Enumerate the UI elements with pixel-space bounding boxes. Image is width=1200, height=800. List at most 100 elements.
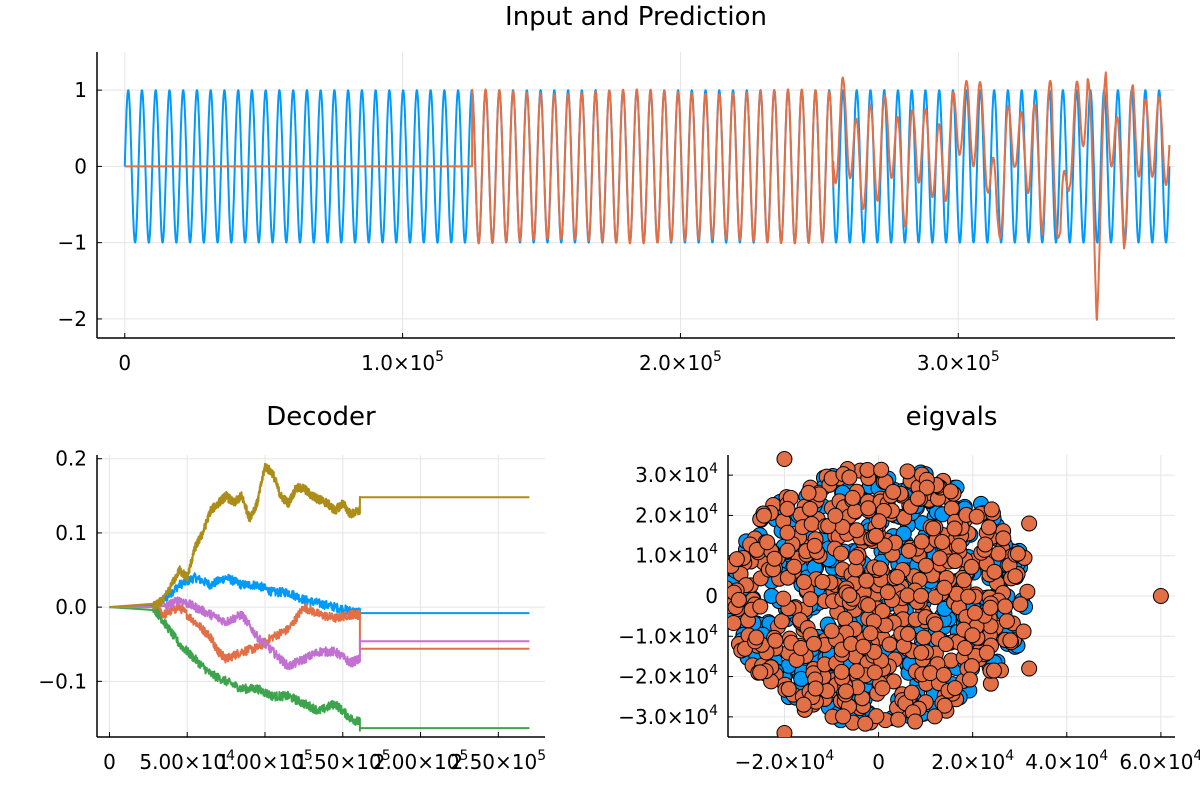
x-tick-label: 0 bbox=[118, 351, 131, 375]
scatter-point bbox=[986, 563, 1003, 580]
scatter-point bbox=[935, 666, 952, 683]
eigvals-panel: eigvals −2.0×104 0 2.0×104 4.0×104 6.0×104 3.0… bbox=[618, 402, 1200, 774]
y-tick-label: 1.0×104 bbox=[635, 542, 718, 568]
scatter-point bbox=[980, 519, 997, 536]
scatter-point bbox=[841, 469, 858, 486]
x-tick-label: 0 bbox=[103, 750, 116, 774]
scatter-point bbox=[918, 479, 935, 496]
plot-area bbox=[109, 462, 530, 732]
scatter-point bbox=[795, 574, 812, 591]
tick-exponent: 4 bbox=[709, 663, 718, 679]
scatter-point bbox=[890, 711, 907, 728]
scatter-point bbox=[874, 603, 891, 620]
scatter-point bbox=[1019, 583, 1036, 600]
scatter-point bbox=[855, 638, 872, 655]
tick-exponent: 4 bbox=[709, 501, 718, 517]
x-tick-label: 3.0×105 bbox=[917, 349, 1000, 375]
scatter-point bbox=[1152, 588, 1169, 604]
scatter-point bbox=[823, 622, 840, 639]
scatter-point bbox=[931, 550, 948, 567]
x-tick-label: 4.0×104 bbox=[1025, 748, 1108, 774]
x-tick-label: 2.50×105 bbox=[450, 748, 546, 774]
scatter-point bbox=[860, 500, 877, 517]
tick-exponent: 4 bbox=[709, 461, 718, 477]
x-tick-label: 6.0×104 bbox=[1119, 748, 1200, 774]
scatter-point bbox=[752, 598, 769, 615]
x-tick-label: 1.50×105 bbox=[295, 748, 391, 774]
tick-exponent: 4 bbox=[226, 748, 235, 764]
tick-exponent: 5 bbox=[459, 748, 468, 764]
scatter-point bbox=[786, 558, 803, 575]
scatter-point bbox=[867, 527, 884, 544]
scatter-point bbox=[1021, 660, 1038, 677]
x-tick-label: 5.00×104 bbox=[139, 748, 235, 774]
tick-exponent: 5 bbox=[991, 349, 1000, 365]
scatter-point bbox=[997, 598, 1014, 615]
scatter-point bbox=[848, 522, 865, 539]
y-tick-label: −1 bbox=[58, 231, 87, 255]
scatter-point bbox=[913, 644, 930, 661]
scatter-point bbox=[807, 680, 824, 697]
scatter-point bbox=[866, 664, 883, 681]
y-tick-label: 3.0×104 bbox=[635, 461, 718, 487]
scatter-point bbox=[730, 591, 747, 608]
scatter-point bbox=[857, 715, 874, 732]
scatter-point bbox=[1009, 545, 1026, 562]
scatter-point bbox=[841, 587, 858, 604]
scatter-point bbox=[814, 573, 831, 590]
x-tick-label: 2.0×105 bbox=[639, 349, 722, 375]
tick-exponent: 4 bbox=[1099, 748, 1108, 764]
scatter-point bbox=[879, 584, 896, 601]
scatter-point bbox=[833, 545, 850, 562]
series-line-2 bbox=[109, 604, 530, 732]
y-tick-label: 0.2 bbox=[55, 447, 87, 471]
scatter-point bbox=[978, 644, 995, 661]
scatter-point bbox=[899, 463, 916, 480]
scatter-point bbox=[961, 671, 978, 688]
scatter-point bbox=[918, 557, 935, 574]
scatter-point bbox=[860, 597, 877, 614]
scatter-point bbox=[899, 587, 916, 604]
plot-area bbox=[728, 451, 1169, 737]
y-tick-label: −3.0×104 bbox=[618, 703, 718, 729]
y-tick-label: −2.0×104 bbox=[618, 663, 718, 689]
chart-title: Decoder bbox=[266, 402, 376, 432]
scatter-point bbox=[728, 551, 745, 568]
scatter-point bbox=[936, 579, 953, 596]
y-tick-label: −1.0×104 bbox=[618, 622, 718, 648]
scatter-point bbox=[1015, 623, 1032, 640]
scatter-point bbox=[968, 508, 985, 525]
x-tick-label: 0 bbox=[872, 750, 885, 774]
chart-title: Input and Prediction bbox=[505, 2, 767, 32]
scatter-point bbox=[881, 636, 898, 653]
series-line-1 bbox=[109, 602, 530, 664]
scatter-point bbox=[934, 534, 951, 551]
scatter-point bbox=[963, 558, 980, 575]
y-tick-label: −2 bbox=[58, 307, 87, 331]
scatter-point bbox=[728, 614, 742, 631]
scatter-point bbox=[803, 516, 820, 533]
scatter-point bbox=[913, 533, 930, 550]
scatter-point bbox=[848, 663, 865, 680]
x-tick-label: 1.0×105 bbox=[361, 349, 444, 375]
scatter-point bbox=[871, 560, 888, 577]
scatter-point bbox=[995, 530, 1012, 547]
y-tick-label: 1 bbox=[74, 78, 87, 102]
x-tick-label: −2.0×104 bbox=[735, 748, 835, 774]
tick-exponent: 5 bbox=[304, 748, 313, 764]
tick-exponent: 4 bbox=[1005, 748, 1014, 764]
x-tick-label: 1.00×105 bbox=[217, 748, 313, 774]
scatter-point bbox=[990, 545, 1007, 562]
y-tick-label: 0.1 bbox=[55, 521, 87, 545]
scatter-point bbox=[947, 553, 964, 570]
scatter-point bbox=[998, 613, 1015, 630]
scatter-point bbox=[983, 501, 1000, 518]
scatter-point bbox=[903, 684, 920, 701]
scatter-point bbox=[837, 683, 854, 700]
scatter-point bbox=[963, 658, 980, 675]
scatter-point bbox=[767, 632, 784, 649]
scatter-point bbox=[927, 616, 944, 633]
scatter-point bbox=[909, 490, 926, 507]
scatter-point bbox=[833, 663, 850, 680]
scatter-point bbox=[835, 708, 852, 725]
